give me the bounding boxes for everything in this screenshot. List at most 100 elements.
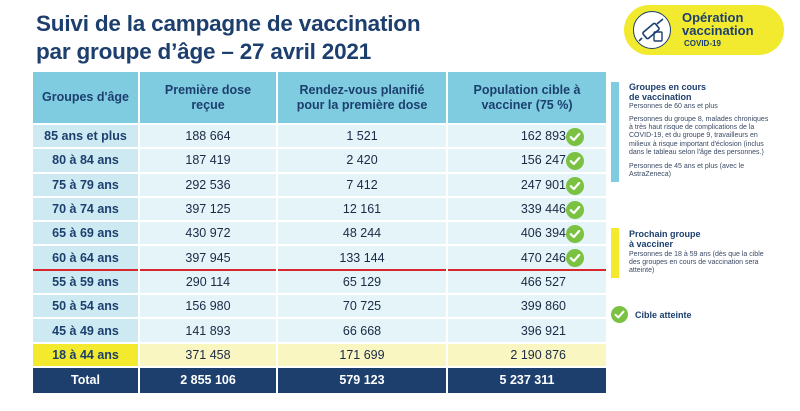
header-target-text: Population cible à vacciner (75 %) bbox=[473, 82, 581, 112]
check-circle-icon bbox=[566, 225, 584, 244]
first-dose-cell: 397 945 bbox=[139, 244, 278, 270]
legend-next-text-line-3: atteinte) bbox=[629, 267, 655, 275]
legend-target-reached-label: Cible atteinte bbox=[635, 310, 692, 320]
first-dose-cell: 156 980 bbox=[139, 293, 278, 319]
target-population-value: 466 527 bbox=[520, 274, 566, 289]
legend-next-title-line-2: à vacciner bbox=[629, 239, 674, 249]
header-appointments-text: Rendez-vous planifié pour la première do… bbox=[296, 82, 428, 112]
total-target: 5 237 311 bbox=[447, 365, 606, 393]
appointments-cell: 2 420 bbox=[277, 147, 448, 173]
table-row: 75 à 79 ans 292 536 7 412 247 901 bbox=[33, 171, 606, 197]
age-group-cell: 45 à 49 ans bbox=[33, 317, 140, 343]
target-population-cell: 162 893 bbox=[447, 122, 606, 149]
target-population-value: 470 246 bbox=[520, 250, 566, 265]
table-row: 50 à 54 ans 156 980 70 725 399 860 bbox=[33, 293, 606, 319]
table-row: 85 ans et plus 188 664 1 521 162 893 bbox=[33, 122, 606, 149]
legend-current-text-2-line-1: Personnes du groupe 8, malades chronique… bbox=[629, 116, 769, 123]
first-dose-cell: 187 419 bbox=[139, 147, 278, 173]
header-first-dose-text: Première dose reçue bbox=[164, 82, 252, 112]
target-population-cell: 406 394 bbox=[447, 220, 606, 246]
check-circle-icon bbox=[611, 306, 628, 323]
age-group-cell: 18 à 44 ans bbox=[33, 341, 140, 367]
table-row: 70 à 74 ans 397 125 12 161 339 446 bbox=[33, 195, 606, 222]
target-population-value: 339 446 bbox=[520, 202, 566, 217]
legend-current-text-2-line-5: dans le tableau selon l'âge des personne… bbox=[629, 148, 764, 156]
header-target: Population cible à vacciner (75 %) bbox=[447, 72, 606, 124]
target-population-cell: 399 860 bbox=[447, 293, 606, 319]
age-group-cell: 75 à 79 ans bbox=[33, 171, 140, 197]
legend-current-title: Groupes en cours de vaccination bbox=[629, 82, 706, 102]
table-row: 18 à 44 ans 371 458 171 699 2 190 876 bbox=[33, 341, 606, 367]
age-group-cell: 80 à 84 ans bbox=[33, 147, 140, 173]
legend-current-text-3-line-1: Personnes de 45 ans et plus (avec le bbox=[629, 163, 745, 170]
table-header-row: Groupes d'âge Première dose reçue Rendez… bbox=[33, 72, 606, 124]
target-population-cell: 470 246 bbox=[447, 244, 606, 270]
total-label: Total bbox=[33, 365, 140, 393]
target-population-cell: 2 190 876 bbox=[447, 341, 606, 367]
appointments-cell: 12 161 bbox=[277, 195, 448, 222]
target-population-value: 406 394 bbox=[520, 226, 566, 241]
appointments-cell: 171 699 bbox=[277, 341, 448, 367]
badge-line-2: vaccination bbox=[682, 23, 754, 38]
legend-next-text-line-1: Personnes de 18 à 59 ans (dès que la cib… bbox=[629, 251, 764, 258]
vaccination-table: Groupes d'âge Première dose reçue Rendez… bbox=[33, 72, 606, 393]
appointments-cell: 7 412 bbox=[277, 171, 448, 197]
legend-current-color-bar bbox=[611, 82, 619, 182]
header-appointments: Rendez-vous planifié pour la première do… bbox=[277, 72, 448, 124]
page-title: Suivi de la campagne de vaccination par … bbox=[36, 10, 421, 66]
check-circle-icon bbox=[566, 200, 584, 219]
legend-current-title-line-2: de vaccination bbox=[629, 92, 692, 102]
target-population-cell: 466 527 bbox=[447, 268, 606, 295]
legend-current-text-2-line-4: milieux à risque important d'éclosion (i… bbox=[629, 140, 764, 148]
first-dose-cell: 292 536 bbox=[139, 171, 278, 197]
table-row: 65 à 69 ans 430 972 48 244 406 394 bbox=[33, 220, 606, 246]
target-population-cell: 247 901 bbox=[447, 171, 606, 197]
target-population-cell: 156 247 bbox=[447, 147, 606, 173]
appointments-cell: 133 144 bbox=[277, 244, 448, 270]
title-line-1: Suivi de la campagne de vaccination bbox=[36, 11, 421, 36]
header-first-dose: Première dose reçue bbox=[139, 72, 278, 124]
table-row: 80 à 84 ans 187 419 2 420 156 247 bbox=[33, 147, 606, 173]
target-population-value: 396 921 bbox=[520, 323, 566, 338]
total-appointments: 579 123 bbox=[277, 365, 448, 393]
target-population-cell: 396 921 bbox=[447, 317, 606, 343]
appointments-cell: 70 725 bbox=[277, 293, 448, 319]
title-line-2: par groupe d’âge – 27 avril 2021 bbox=[36, 39, 372, 64]
target-population-cell: 339 446 bbox=[447, 195, 606, 222]
appointments-cell: 65 129 bbox=[277, 268, 448, 295]
appointments-cell: 66 668 bbox=[277, 317, 448, 343]
legend-current-text-2-line-3: COVID-19, et du groupe 9, travailleurs e… bbox=[629, 132, 758, 140]
appointments-cell: 48 244 bbox=[277, 220, 448, 246]
legend-current-text-2: Personnes du groupe 8, malades chronique… bbox=[629, 116, 794, 157]
target-population-value: 156 247 bbox=[520, 153, 566, 168]
legend-current-text-3: Personnes de 45 ans et plus (avec le Ast… bbox=[629, 163, 794, 179]
first-dose-cell: 371 458 bbox=[139, 341, 278, 367]
header-age-group: Groupes d'âge bbox=[33, 72, 140, 124]
legend-next-color-bar bbox=[611, 228, 619, 278]
legend-next-title: Prochain groupe à vacciner bbox=[629, 229, 701, 249]
check-circle-icon bbox=[566, 128, 584, 146]
age-group-cell: 60 à 64 ans bbox=[33, 244, 140, 270]
age-group-cell: 85 ans et plus bbox=[33, 122, 140, 149]
check-circle-icon bbox=[566, 249, 584, 268]
total-row: Total 2 855 106 579 123 5 237 311 bbox=[33, 365, 606, 393]
table-row: 55 à 59 ans 290 114 65 129 466 527 bbox=[33, 268, 606, 295]
total-first-dose: 2 855 106 bbox=[139, 365, 278, 393]
first-dose-cell: 188 664 bbox=[139, 122, 278, 149]
legend-next-title-line-1: Prochain groupe bbox=[629, 229, 701, 239]
appointments-cell: 1 521 bbox=[277, 122, 448, 149]
target-population-value: 2 190 876 bbox=[510, 347, 566, 362]
badge-line-1: Opération bbox=[682, 10, 744, 25]
operation-badge: Opération vaccination COVID-19 bbox=[624, 5, 784, 55]
first-dose-cell: 290 114 bbox=[139, 268, 278, 295]
age-group-cell: 65 à 69 ans bbox=[33, 220, 140, 246]
first-dose-cell: 397 125 bbox=[139, 195, 278, 222]
check-circle-icon bbox=[566, 176, 584, 195]
legend-next-text-line-2: des groupes en cours de vaccination sera bbox=[629, 259, 759, 267]
age-group-cell: 70 à 74 ans bbox=[33, 195, 140, 222]
syringe-icon bbox=[633, 11, 671, 49]
target-population-value: 399 860 bbox=[520, 299, 566, 314]
legend-current-title-line-1: Groupes en cours bbox=[629, 82, 707, 92]
age-group-cell: 50 à 54 ans bbox=[33, 293, 140, 319]
target-population-value: 162 893 bbox=[520, 129, 566, 144]
